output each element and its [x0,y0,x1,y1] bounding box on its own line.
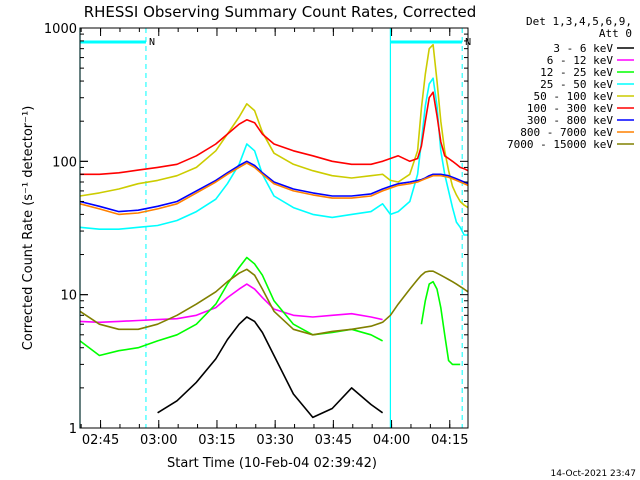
series-line-12-25-kev [420,280,461,366]
y-axis: 1 10 100 1000 [44,22,468,437]
series-line-6-12-kev [79,283,383,324]
x-tick-label: 03:30 [256,433,293,448]
legend-header-line-2: Att 0 [599,27,632,40]
series-layer [79,43,469,419]
x-tick-label: 02:45 [82,433,119,448]
series-line-50-100-kev [79,43,469,209]
y-tick-label: 100 [52,155,77,170]
legend-label: 800 - 7000 keV [520,126,613,139]
y-axis-label: Corrected Count Rate (s⁻¹ detector⁻¹) [21,106,36,351]
legend-header-line-1: Det 1,3,4,5,6,9, [526,15,632,28]
series-line-7000-15000-kev [79,268,469,336]
series-line-300-800-kev [79,160,469,213]
series-line-3-6-kev [157,316,384,419]
legend-header: Det 1,3,4,5,6,9, Att 0 [526,15,632,40]
x-tick-label: 04:00 [373,433,410,448]
legend-label: 300 - 800 keV [527,114,613,127]
x-tick-label: 04:15 [431,433,468,448]
series-line-100-300-kev [80,91,469,176]
legend-label: 50 - 100 keV [534,90,614,103]
x-tick-label: 03:45 [315,433,352,448]
legend-label: 12 - 25 keV [540,66,613,79]
legend-label: 3 - 6 keV [553,42,613,55]
series-line-25-50-kev [79,77,468,236]
legend-label: 25 - 50 keV [540,78,613,91]
legend-label: 7000 - 15000 keV [507,138,613,151]
legend-label: 100 - 300 keV [527,102,613,115]
x-axis-label: Start Time (10-Feb-04 02:39:42) [167,456,377,471]
x-axis: 02:45 03:00 03:15 03:30 03:45 04:00 04:15 [80,28,468,448]
x-tick-label: 03:00 [140,433,177,448]
legend-label: 6 - 12 keV [547,54,614,67]
y-tick-label: 1000 [44,22,77,37]
plot-frame [79,27,469,429]
x-tick-label: 03:15 [198,433,235,448]
y-tick-label: 1 [69,422,77,437]
series-line-12-25-kev [79,256,383,357]
night-bar-label: N [149,37,155,48]
footer-timestamp: 14-Oct-2021 23:47 [551,469,636,479]
y-tick-label: 10 [60,289,77,304]
series-line-800-7000-kev [79,162,469,216]
chart-title: RHESSI Observing Summary Count Rates, Co… [84,3,477,21]
